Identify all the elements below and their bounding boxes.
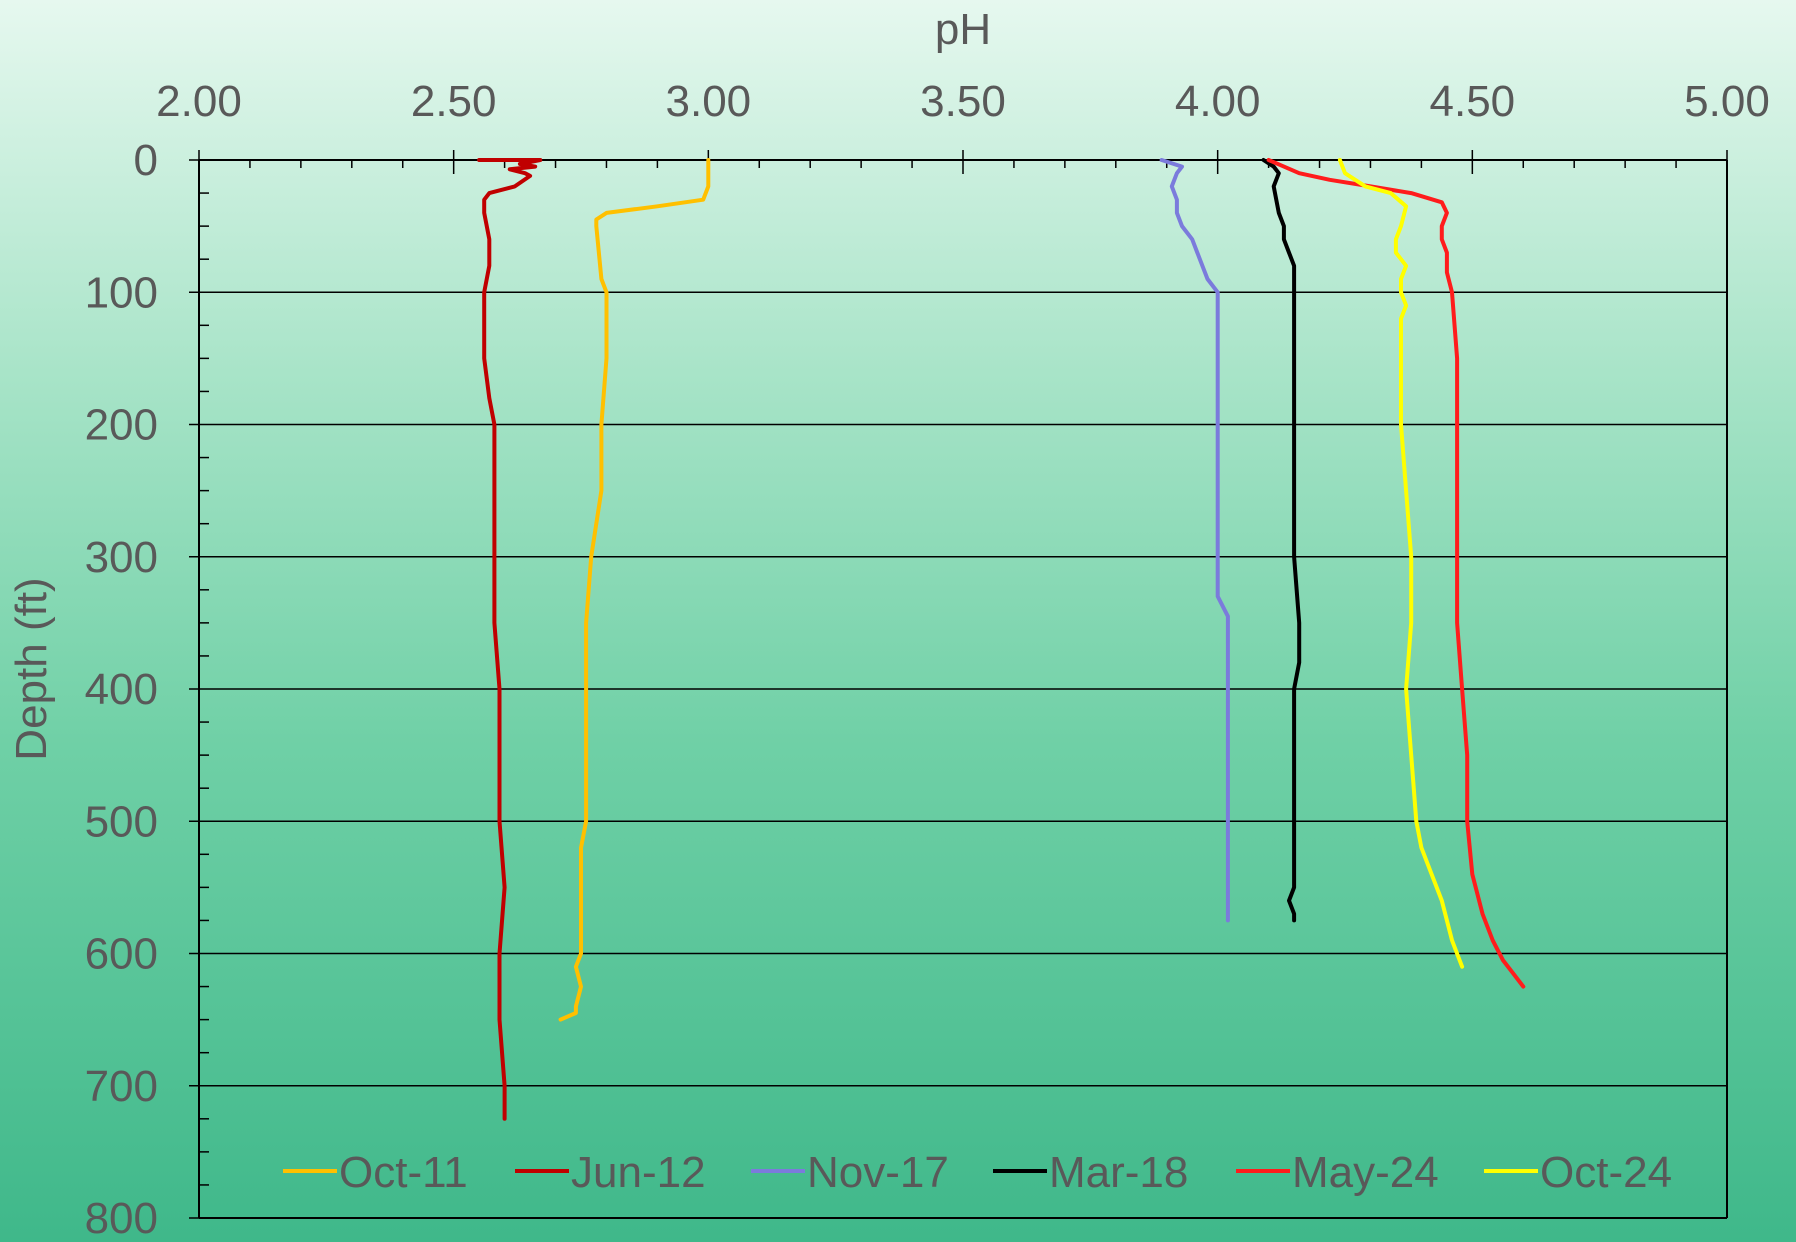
legend-item-nov-17: Nov-17 [751, 1148, 949, 1197]
y-tick-label: 100 [85, 268, 158, 317]
series-line-oct-24 [1340, 160, 1462, 967]
legend-label: Oct-24 [1540, 1148, 1672, 1197]
x-tick-label: 3.00 [666, 77, 752, 126]
x-tick-label: 2.50 [411, 77, 497, 126]
x-tick-label: 2.00 [156, 77, 242, 126]
y-tick-label: 300 [85, 533, 158, 582]
data-series [479, 160, 1523, 1119]
y-tick-label: 500 [85, 797, 158, 846]
x-tick-label: 4.00 [1175, 77, 1261, 126]
y-tick-label: 600 [85, 930, 158, 979]
legend-item-oct-24: Oct-24 [1484, 1148, 1672, 1197]
series-line-jun-12 [479, 160, 540, 1119]
legend-label: May-24 [1292, 1148, 1439, 1197]
x-tick-label: 5.00 [1684, 77, 1770, 126]
gridlines [199, 292, 1727, 1086]
legend: Oct-11 Jun-12 Nov-17 Mar-18 May-24 Oct-24 [283, 1148, 1672, 1197]
legend-item-may-24: May-24 [1236, 1148, 1439, 1197]
y-tick-label: 0 [134, 136, 158, 185]
legend-label: Oct-11 [339, 1148, 468, 1197]
y-tick-label: 400 [85, 665, 158, 714]
legend-label: Jun-12 [571, 1148, 706, 1197]
legend-item-mar-18: Mar-18 [993, 1148, 1188, 1197]
series-line-mar-18 [1264, 160, 1300, 920]
series-line-nov-17 [1162, 160, 1228, 920]
axes [189, 150, 1727, 1218]
series-line-may-24 [1269, 160, 1524, 987]
x-axis-title: pH [935, 5, 991, 54]
y-tick-label: 700 [85, 1062, 158, 1111]
x-tick-label: 4.50 [1430, 77, 1516, 126]
legend-label: Mar-18 [1049, 1148, 1188, 1197]
y-tick-label: 200 [85, 401, 158, 450]
legend-item-jun-12: Jun-12 [515, 1148, 706, 1197]
legend-label: Nov-17 [807, 1148, 949, 1197]
series-line-oct-11 [561, 160, 709, 1020]
x-tick-label: 3.50 [920, 77, 1006, 126]
legend-item-oct-11: Oct-11 [283, 1148, 468, 1197]
y-tick-label: 800 [85, 1194, 158, 1242]
y-axis-title: Depth (ft) [7, 577, 56, 760]
tick-labels: 2.00 2.50 3.00 3.50 4.00 4.50 5.00 0 100 200 300 40… [85, 77, 1770, 1242]
